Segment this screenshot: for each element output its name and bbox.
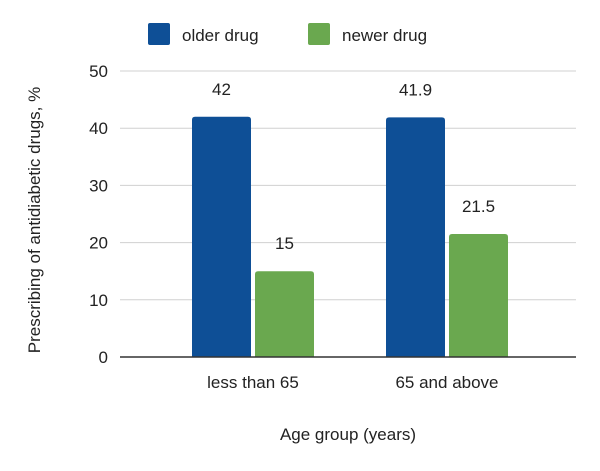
y-axis-ticks: 0 10 20 30 40 50 — [89, 62, 108, 367]
y-tick-label: 40 — [89, 119, 108, 138]
x-tick-label: less than 65 — [207, 373, 299, 392]
y-tick-label: 30 — [89, 176, 108, 195]
y-tick-label: 20 — [89, 234, 108, 253]
x-axis-title: Age group (years) — [280, 425, 416, 444]
x-axis-ticks: less than 65 65 and above — [207, 373, 498, 392]
bar-value-label: 41.9 — [399, 80, 432, 99]
bar-newer-drug — [255, 271, 314, 357]
y-tick-label: 0 — [99, 348, 108, 367]
legend-label: older drug — [182, 26, 259, 45]
legend-swatch — [308, 23, 330, 45]
bar-value-label: 42 — [212, 80, 231, 99]
legend-item: older drug — [148, 23, 259, 45]
y-axis-title: Prescribing of antidiabetic drugs, % — [25, 87, 44, 353]
legend-swatch — [148, 23, 170, 45]
bar-newer-drug — [449, 234, 508, 357]
bar-value-labels: 42 15 41.9 21.5 — [212, 80, 495, 253]
y-tick-label: 10 — [89, 291, 108, 310]
legend-item: newer drug — [308, 23, 427, 45]
legend-label: newer drug — [342, 26, 427, 45]
bar-value-label: 15 — [275, 234, 294, 253]
x-tick-label: 65 and above — [395, 373, 498, 392]
bar-older-drug — [192, 116, 251, 357]
bar-value-label: 21.5 — [462, 197, 495, 216]
y-tick-label: 50 — [89, 62, 108, 81]
bar-older-drug — [386, 117, 445, 357]
legend: older drug newer drug — [148, 23, 427, 45]
bars — [192, 116, 508, 357]
